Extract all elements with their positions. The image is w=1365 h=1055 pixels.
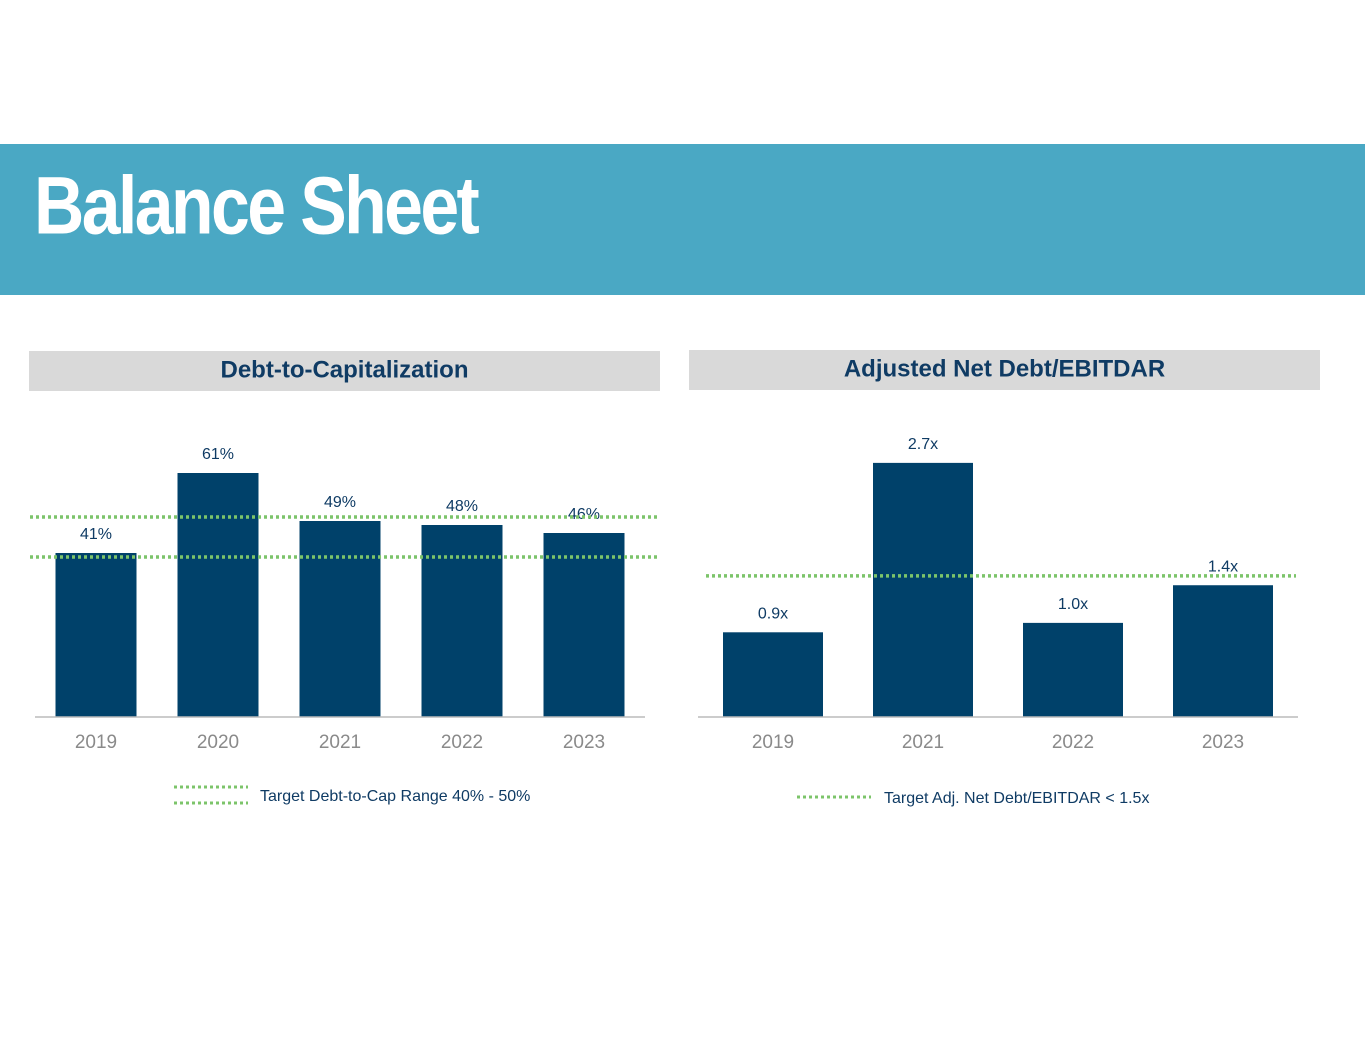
- page-title: Balance Sheet: [34, 160, 479, 252]
- value-label: 48%: [446, 498, 478, 515]
- bar: [543, 533, 625, 717]
- chart-title: Adjusted Net Debt/EBITDAR: [844, 355, 1165, 382]
- value-label: 2.7x: [908, 436, 938, 453]
- bar: [723, 632, 823, 717]
- value-label: 1.4x: [1208, 558, 1238, 575]
- x-tick-label: 2021: [902, 732, 944, 753]
- bar: [1173, 585, 1273, 717]
- chart-title-band: [689, 350, 1320, 390]
- bar: [55, 553, 137, 717]
- bar: [1023, 622, 1123, 717]
- legend-label: Target Adj. Net Debt/EBITDAR < 1.5x: [884, 790, 1149, 807]
- title-banner: [0, 144, 1365, 295]
- value-label: 49%: [324, 494, 356, 511]
- bar: [177, 473, 259, 717]
- chart-title: Debt-to-Capitalization: [221, 356, 469, 383]
- x-tick-label: 2022: [1052, 732, 1094, 753]
- bar: [299, 521, 381, 717]
- chart-title-band: [29, 351, 660, 391]
- x-tick-label: 2019: [752, 732, 794, 753]
- x-tick-label: 2022: [441, 732, 483, 753]
- x-tick-label: 2020: [197, 732, 239, 753]
- x-tick-label: 2023: [563, 732, 605, 753]
- bar: [421, 525, 503, 717]
- x-tick-label: 2023: [1202, 732, 1244, 753]
- value-label: 61%: [202, 446, 234, 463]
- legend-label: Target Debt-to-Cap Range 40% - 50%: [260, 788, 530, 805]
- x-tick-label: 2021: [319, 732, 361, 753]
- x-tick-label: 2019: [75, 732, 117, 753]
- value-label: 46%: [568, 506, 600, 523]
- value-label: 41%: [80, 526, 112, 543]
- value-label: 0.9x: [758, 606, 788, 623]
- value-label: 1.0x: [1058, 596, 1088, 613]
- bar: [873, 462, 973, 717]
